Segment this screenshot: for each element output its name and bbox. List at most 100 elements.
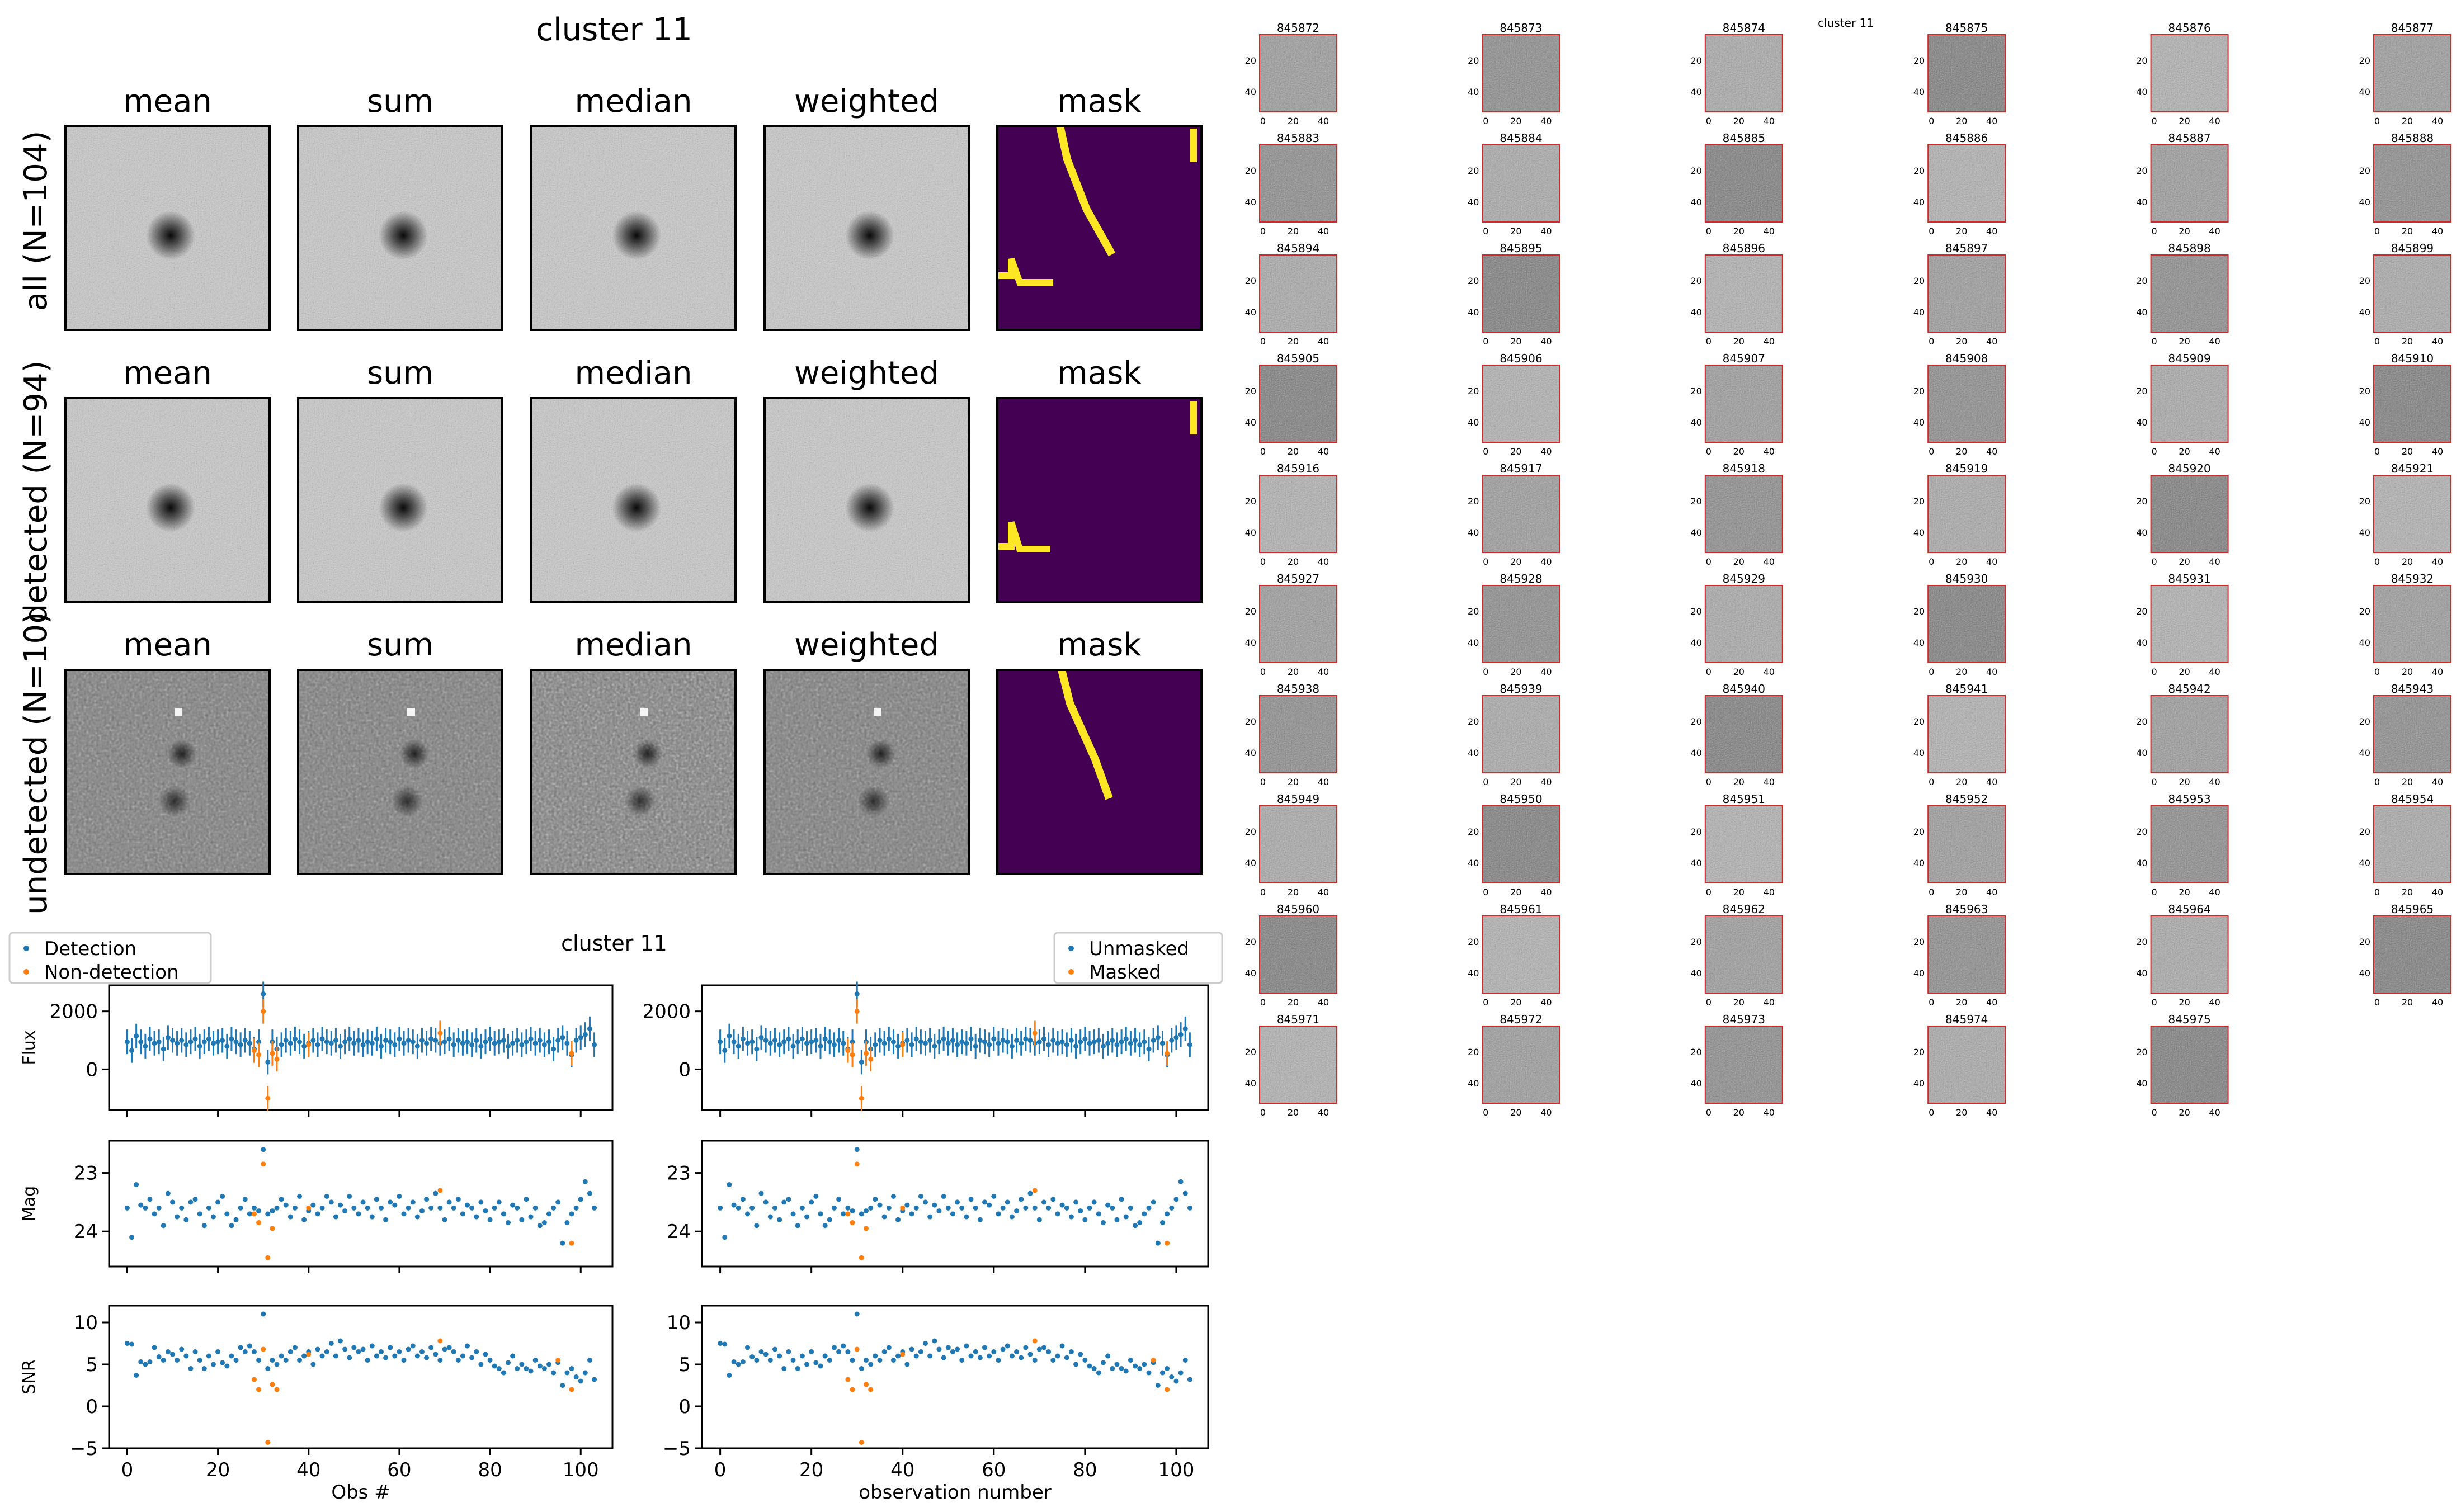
data-point	[242, 1349, 248, 1354]
cutout-frame	[1259, 34, 1337, 112]
cutout-frame	[1259, 805, 1337, 883]
data-point	[261, 1161, 266, 1167]
data-point	[546, 1039, 551, 1045]
y-tick-label: 0	[86, 1059, 98, 1081]
data-point	[201, 1223, 207, 1228]
legend-marker	[23, 969, 29, 975]
cutout-x-tick: 0	[1483, 226, 1488, 237]
y-tick-label: 10	[74, 1312, 98, 1334]
data-point	[333, 1353, 338, 1359]
data-point	[428, 1036, 434, 1042]
stack-image-noise	[298, 670, 502, 874]
data-point	[437, 1188, 443, 1193]
data-point	[410, 1343, 416, 1349]
data-point	[945, 1041, 951, 1046]
cutout-x-tick: 40	[1318, 116, 1329, 126]
data-point	[192, 1197, 198, 1202]
data-point	[165, 1190, 171, 1196]
cutout-x-tick: 40	[2209, 777, 2220, 787]
data-point	[763, 1038, 769, 1043]
data-point	[161, 1046, 166, 1052]
cutout-panel: 845895 0 20 40 20 40	[1468, 242, 1560, 347]
cutout-panel: 845887 0 20 40 20 40	[2136, 131, 2229, 237]
data-point	[483, 1039, 488, 1045]
cutout-frame	[1482, 695, 1560, 773]
cutout-y-tick: 20	[1913, 716, 1925, 727]
cutout-x-tick: 0	[2374, 336, 2380, 347]
data-point	[941, 1193, 946, 1199]
cutout-y-tick: 20	[1468, 937, 1479, 947]
data-point	[256, 1052, 262, 1057]
y-tick-label: 23	[667, 1163, 691, 1185]
data-point	[996, 1358, 1001, 1363]
legend-label-0: Unmasked	[1089, 938, 1189, 960]
cutout-panel: 845960 0 20 40 20 40	[1245, 903, 1337, 1008]
cutout-frame	[2150, 585, 2229, 663]
data-point	[1091, 1366, 1097, 1371]
cutout-panel: 845910 0 20 40 20 40	[2359, 352, 2451, 457]
data-point	[1082, 1036, 1088, 1042]
data-point	[378, 1043, 384, 1049]
data-point	[799, 1036, 805, 1042]
data-point	[397, 1036, 402, 1042]
data-point	[1032, 1188, 1038, 1193]
data-point	[1110, 1038, 1115, 1043]
data-point	[197, 1358, 202, 1363]
cutout-image-noise	[2151, 145, 2228, 222]
cutout-x-tick: 20	[2179, 336, 2190, 347]
data-point	[414, 1353, 420, 1359]
cutout-y-tick: 20	[1468, 1047, 1479, 1057]
data-point	[850, 1387, 855, 1392]
cutout-y-tick: 40	[1913, 197, 1925, 207]
data-point	[492, 1041, 497, 1046]
cutout-y-tick: 20	[1468, 496, 1479, 507]
column-title-2: median	[575, 627, 692, 663]
residual-dark	[625, 786, 656, 817]
legend-label-1: Non-detection	[44, 961, 179, 984]
cutout-frame	[1259, 915, 1337, 994]
column-title-4: mask	[1057, 627, 1142, 663]
residual-dark	[866, 739, 895, 768]
axes-frame	[701, 1140, 1209, 1268]
cutout-x-tick: 20	[2179, 997, 2190, 1008]
data-point	[991, 1193, 997, 1199]
data-point	[868, 1205, 874, 1211]
data-point	[1050, 1358, 1056, 1363]
cutout-x-tick: 0	[2374, 777, 2380, 787]
cutout-x-tick: 0	[2152, 1107, 2157, 1118]
data-point	[827, 1039, 832, 1045]
data-point	[718, 1039, 723, 1045]
cutout-panel: 845919 0 20 40 20 40	[1913, 462, 2006, 567]
data-point	[242, 1038, 248, 1043]
data-point	[877, 1358, 883, 1363]
stack-image-frame	[763, 125, 970, 331]
cutout-x-tick: 0	[1706, 556, 1712, 567]
cutout-panel: 845875 0 20 40 20 40	[1913, 21, 2006, 126]
x-tick-label: 60	[982, 1459, 1006, 1481]
data-point	[587, 1358, 592, 1363]
cutout-frame	[1482, 915, 1560, 994]
residual-bright	[874, 708, 881, 716]
data-point	[270, 1382, 275, 1387]
cutout-y-tick: 20	[1245, 55, 1256, 66]
cutout-image-noise	[2151, 806, 2228, 883]
cutout-x-tick: 0	[1706, 1107, 1712, 1118]
cutout-image-noise	[1928, 365, 2006, 442]
data-point	[1169, 1374, 1175, 1379]
data-point	[1114, 1362, 1120, 1367]
cutout-id-label: 845896	[1723, 242, 1765, 255]
data-point	[804, 1041, 810, 1046]
data-point	[749, 1039, 755, 1045]
cutout-id-label: 845949	[1277, 792, 1319, 806]
cutout-frame	[2373, 144, 2451, 223]
cutout-y-tick: 40	[1468, 858, 1479, 868]
data-point	[1014, 1349, 1020, 1354]
data-point	[987, 1353, 992, 1359]
data-point	[165, 1034, 171, 1040]
residual-dark	[633, 739, 662, 768]
data-point	[877, 1202, 883, 1208]
data-point	[338, 1202, 343, 1208]
data-point	[487, 1358, 493, 1363]
cutout-panel: 845953 0 20 40 20 40	[2136, 792, 2229, 897]
